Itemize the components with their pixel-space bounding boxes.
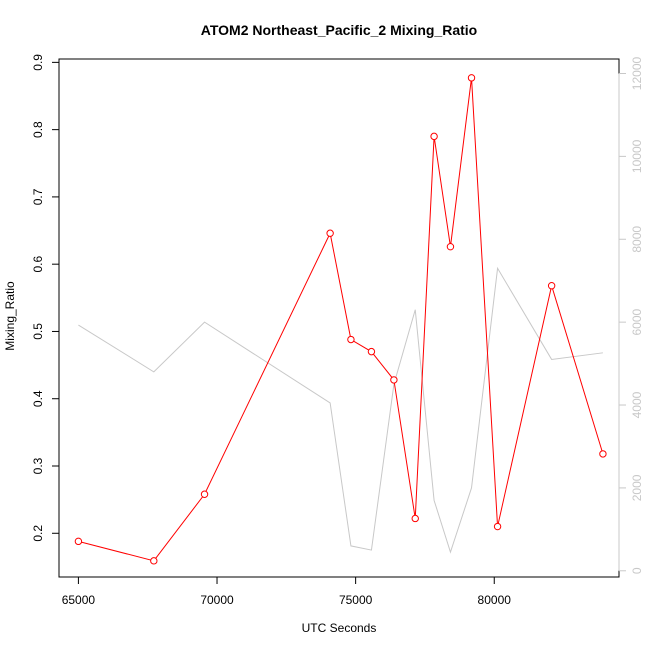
data-point [347,335,355,344]
series-layer [74,74,607,565]
data-point [430,132,438,141]
data-point [599,450,607,458]
x-axis-label: UTC Seconds [302,621,377,635]
x-tick-label: 70000 [200,593,234,607]
y-axis: 0.2 0.3 0.4 0.5 0.6 0.7 0.8 0.9 [31,54,60,542]
mixing-ratio-series-line [78,77,604,562]
data-point [150,557,158,565]
secondary-y-axis: 0 2000 4000 6000 8000 10000 12000 [618,56,644,574]
x-tick-label: 65000 [62,593,96,607]
x-tick-label: 80000 [478,593,512,607]
y-tick-label: 0.6 [31,256,45,273]
y2-tick-label: 0 [630,567,644,574]
y2-tick-label: 6000 [630,308,644,335]
secondary-series-line [78,266,603,554]
data-point [200,490,209,498]
y2-tick-label: 2000 [630,474,644,501]
data-point [446,242,455,251]
data-point [74,537,83,546]
y2-tick-label: 10000 [630,139,644,173]
data-point [390,376,398,384]
y2-tick-label: 8000 [630,226,644,253]
data-point [467,74,476,82]
y-tick-label: 0.7 [31,188,45,205]
y-tick-label: 0.2 [31,525,45,542]
y-tick-label: 0.3 [31,457,45,474]
data-point [326,229,334,237]
data-point [367,347,376,356]
data-point [411,514,419,523]
plot-frame [58,58,620,578]
y2-tick-label: 4000 [630,391,644,418]
y-axis-label: Mixing_Ratio [3,281,17,351]
y-tick-label: 0.4 [31,390,45,407]
x-axis: 65000 70000 75000 80000 [62,576,512,607]
data-point [547,282,556,290]
chart-title: ATOM2 Northeast_Pacific_2 Mixing_Ratio [201,22,477,38]
x-tick-label: 75000 [339,593,373,607]
data-point [493,522,502,531]
y-tick-label: 0.5 [31,323,45,340]
y-tick-label: 0.9 [31,54,45,71]
y-tick-label: 0.8 [31,121,45,138]
y2-tick-label: 12000 [630,56,644,90]
